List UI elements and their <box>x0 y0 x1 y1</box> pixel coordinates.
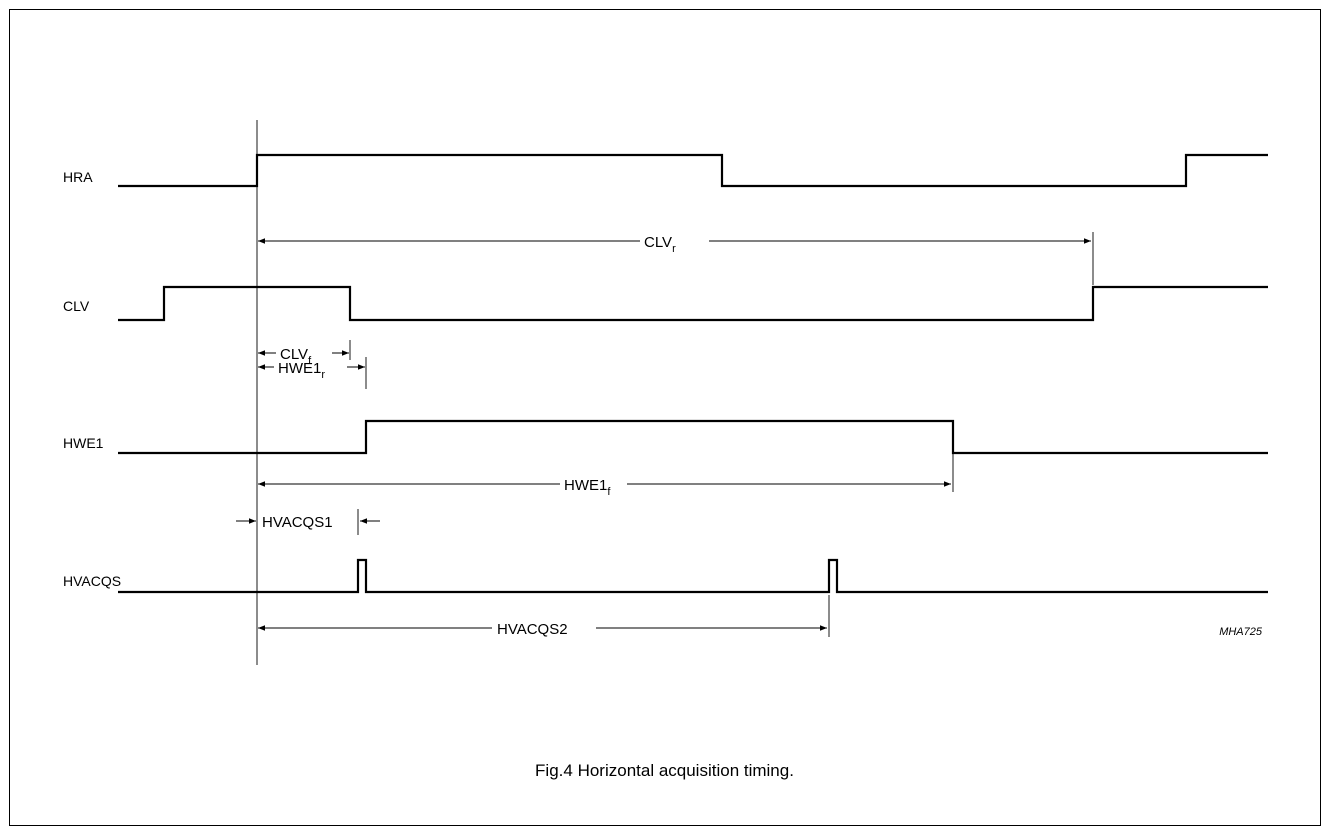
timing-hwe1-r: HWE1r <box>258 360 365 381</box>
timing-clv-r: CLVr <box>258 234 1091 255</box>
timing-sub-hwe1-r: r <box>321 369 325 381</box>
svg-text:CLVr: CLVr <box>644 234 676 255</box>
timing-label-clv-f: CLV <box>280 346 308 363</box>
waveform-clv <box>118 285 1268 322</box>
svg-text:HWE1f: HWE1f <box>564 477 611 498</box>
timing-hwe1-f: HWE1f <box>258 477 951 498</box>
svg-text:CLVf: CLVf <box>280 346 312 367</box>
timing-hvacqs1: HVACQS1 <box>236 514 380 531</box>
signal-label-hvacqs: HVACQS <box>63 573 121 589</box>
timing-label-hvacqs2: HVACQS2 <box>497 621 568 638</box>
timing-label-hwe1-f: HWE1 <box>564 477 607 494</box>
timing-clv-f: CLVf <box>258 346 349 367</box>
waveform-hwe1 <box>118 419 1268 455</box>
timing-sub-clv-f: f <box>308 355 312 367</box>
timing-sub-clv-r: r <box>672 243 676 255</box>
waveform-hra <box>118 153 1268 188</box>
svg-text:HWE1r: HWE1r <box>278 360 325 381</box>
signal-label-hwe1: HWE1 <box>63 435 104 451</box>
timing-hvacqs2: HVACQS2 <box>258 621 827 638</box>
figure-code: MHA725 <box>1219 626 1263 638</box>
timing-label-hwe1-r: HWE1 <box>278 360 321 377</box>
figure-caption: Fig.4 Horizontal acquisition timing. <box>535 761 794 780</box>
signal-label-clv: CLV <box>63 298 90 314</box>
timing-label-clv-r: CLV <box>644 234 672 251</box>
timing-label-hvacqs1: HVACQS1 <box>262 514 333 531</box>
timing-sub-hwe1-f: f <box>607 486 611 498</box>
waveform-hvacqs <box>118 558 1268 594</box>
signal-label-hra: HRA <box>63 169 93 185</box>
figure-frame <box>9 9 1321 826</box>
